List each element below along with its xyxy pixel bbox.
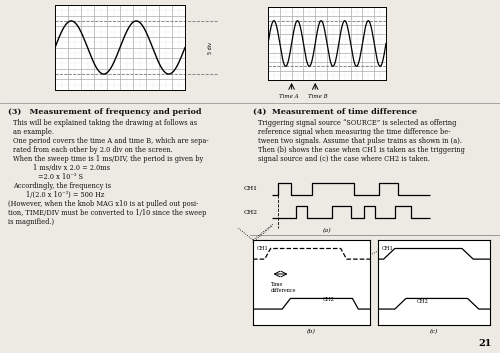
Text: tween two signals. Assume that pulse trains as shown in (a).: tween two signals. Assume that pulse tra… [258, 137, 462, 145]
Text: (4)  Measurement of time difference: (4) Measurement of time difference [253, 108, 417, 116]
Text: CH1: CH1 [244, 186, 258, 191]
Text: (a): (a) [323, 228, 332, 233]
Text: (c): (c) [430, 329, 438, 334]
Text: CH1: CH1 [256, 246, 268, 251]
Text: signal source and (c) the case where CH2 is taken.: signal source and (c) the case where CH2… [258, 155, 430, 163]
Text: Time B: Time B [308, 94, 328, 99]
Text: =2.0 x 10⁻³ S: =2.0 x 10⁻³ S [38, 173, 83, 181]
Text: CH2: CH2 [417, 299, 429, 304]
Text: Triggering signal source “SOURCE” is selected as offering: Triggering signal source “SOURCE” is sel… [258, 119, 456, 127]
Text: CH2: CH2 [244, 209, 258, 215]
Text: When the sweep time is 1 ms/DIV, the period is given by: When the sweep time is 1 ms/DIV, the per… [13, 155, 203, 163]
Text: CH1: CH1 [382, 246, 393, 251]
Text: an example.: an example. [13, 128, 54, 136]
Text: tion, TIME/DIV must be converted to 1/10 since the sweep: tion, TIME/DIV must be converted to 1/10… [8, 209, 206, 217]
Text: 5 div: 5 div [208, 42, 214, 54]
Text: 1/(2.0 x 10⁻³) = 500 Hz: 1/(2.0 x 10⁻³) = 500 Hz [26, 191, 104, 199]
Text: is magnified.): is magnified.) [8, 218, 54, 226]
Text: (However, when the knob MAG x10 is at pulled out posi-: (However, when the knob MAG x10 is at pu… [8, 200, 198, 208]
Text: Accordingly, the frequency is: Accordingly, the frequency is [13, 182, 111, 190]
Text: 21: 21 [478, 339, 492, 348]
Text: reference signal when measuring the time difference be-: reference signal when measuring the time… [258, 128, 450, 136]
Text: This will be explained taking the drawing at follows as: This will be explained taking the drawin… [13, 119, 197, 127]
Text: Time A: Time A [279, 94, 298, 99]
Text: (b): (b) [307, 329, 316, 334]
Text: 1 ms/div x 2.0 = 2.0ms: 1 ms/div x 2.0 = 2.0ms [33, 164, 110, 172]
Text: CH2: CH2 [323, 297, 335, 301]
Text: rated from each other by 2.0 div on the screen.: rated from each other by 2.0 div on the … [13, 146, 173, 154]
Text: One period covers the time A and time B, which are sepa-: One period covers the time A and time B,… [13, 137, 208, 145]
Text: Then (b) shows the case when CH1 is taken as the triggering: Then (b) shows the case when CH1 is take… [258, 146, 465, 154]
Text: (3)   Measurement of frequency and period: (3) Measurement of frequency and period [8, 108, 202, 116]
Text: Time
difference: Time difference [270, 282, 296, 293]
